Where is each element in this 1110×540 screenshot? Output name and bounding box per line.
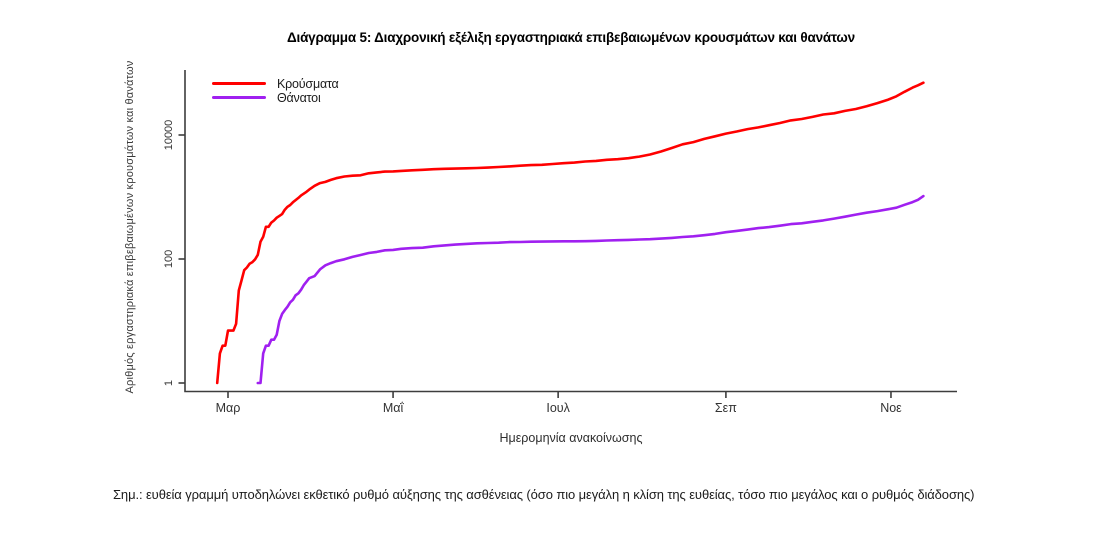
x-tick-label: Ιουλ xyxy=(546,401,570,415)
axes xyxy=(184,70,957,393)
chart-title: Διάγραμμα 5: Διαχρονική εξέλιξη εργαστηρ… xyxy=(287,30,855,45)
cases-line xyxy=(215,81,925,385)
y-tick-label: 10000 xyxy=(163,120,175,151)
legend-item-cases: Κρούσματα xyxy=(212,76,339,91)
legend-line-cases-icon xyxy=(212,82,266,85)
legend-label-deaths: Θάνατοι xyxy=(277,90,321,105)
deaths-line xyxy=(256,194,925,385)
x-tick-label: Μαρ xyxy=(216,401,241,415)
y-axis-label: Αριθμός εργαστηριακά επιβεβαιωμένων κρου… xyxy=(124,60,136,394)
x-tick-label: Μαΐ xyxy=(383,401,405,415)
y-tick-label: 100 xyxy=(163,250,175,268)
x-axis-label: Ημερομηνία ανακοίνωσης xyxy=(499,431,643,445)
footnote: Σημ.: ευθεία γραμμή υποδηλώνει εκθετικό … xyxy=(113,487,975,502)
y-tick-label: 1 xyxy=(163,380,175,386)
x-tick-label: Νοε xyxy=(880,401,902,415)
legend: Κρούσματα Θάνατοι xyxy=(212,76,339,105)
legend-label-cases: Κρούσματα xyxy=(277,76,339,91)
legend-item-deaths: Θάνατοι xyxy=(212,90,339,105)
x-tick-label: Σεπ xyxy=(715,401,737,415)
legend-line-deaths-icon xyxy=(212,96,266,99)
